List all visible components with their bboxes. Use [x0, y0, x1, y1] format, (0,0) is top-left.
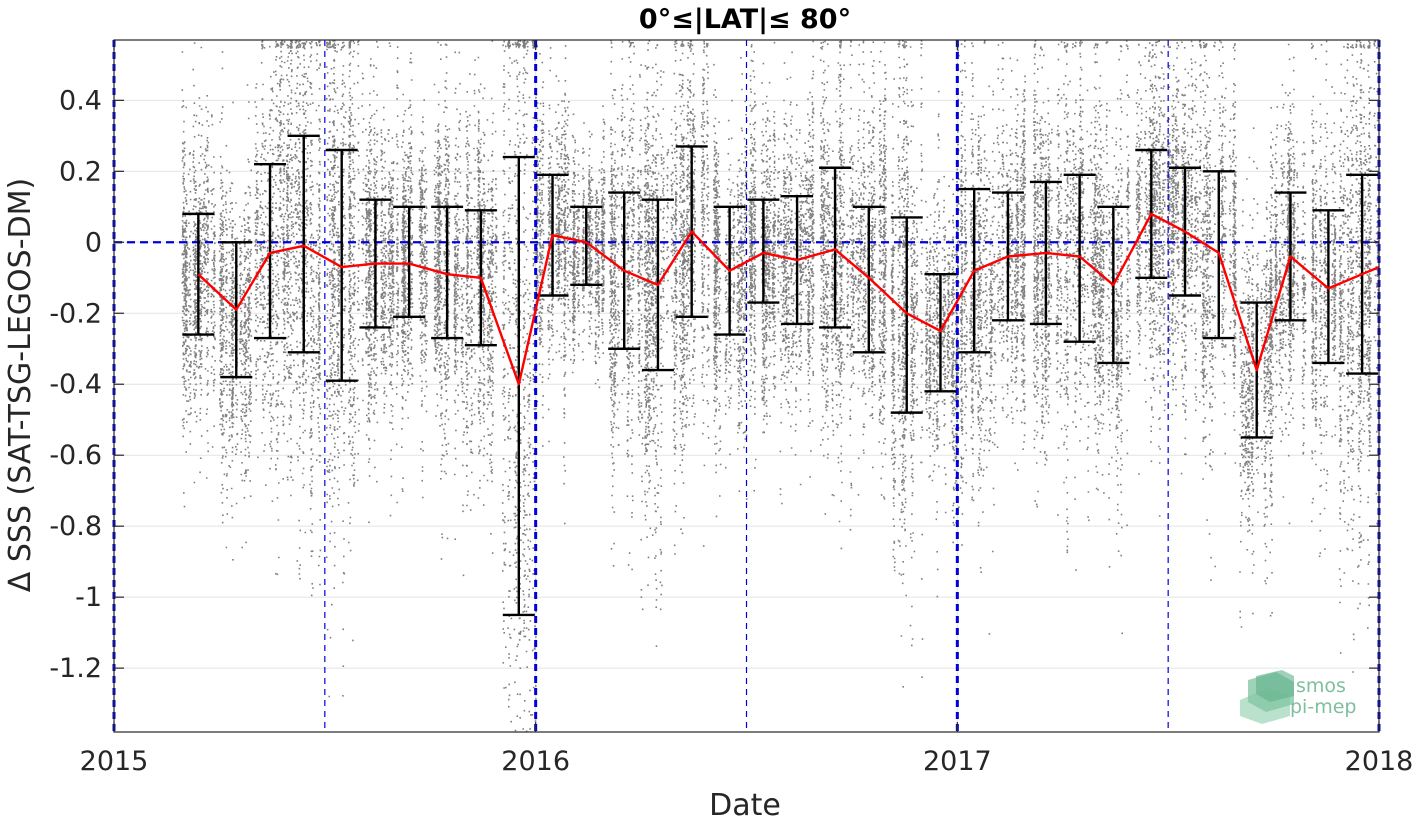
error-bar [570, 205, 603, 287]
error-bar [325, 148, 358, 382]
y-axis-label: Δ SSS (SAT-TSG-LEGOS-DM) [3, 178, 38, 592]
error-bar [819, 166, 852, 329]
x-axis-label: Date [709, 788, 781, 818]
error-bar [393, 205, 426, 318]
smos-pi-mep-logo: smos pi-mep [1240, 670, 1356, 724]
mean-line [197, 212, 1380, 386]
error-bar [254, 163, 287, 340]
x-tick-label: 2015 [80, 746, 149, 777]
x-tick-label: 2016 [501, 746, 570, 777]
y-tick-label: -0.6 [49, 440, 102, 471]
error-bar [1312, 209, 1345, 365]
y-tick-label: -0.4 [49, 369, 102, 400]
y-tick-label: 0 [85, 227, 102, 258]
error-bar [502, 155, 535, 617]
error-bar [924, 273, 957, 393]
error-bar [1063, 173, 1096, 343]
y-tick-label: -1.2 [49, 653, 102, 684]
error-bar [890, 216, 923, 414]
y-tick-label: 0.2 [59, 156, 102, 187]
x-tick-labels: 2015 2016 2017 2018 [80, 746, 1414, 777]
y-tick-label: 0.4 [59, 85, 102, 116]
y-tick-label: -0.8 [49, 511, 102, 542]
logo-line2: pi-mep [1290, 696, 1356, 718]
plot-frame [113, 39, 1380, 733]
error-bar [747, 198, 780, 304]
x-tick-label: 2018 [1345, 746, 1414, 777]
y-tick-label: -0.2 [49, 298, 102, 329]
error-bar [287, 134, 320, 354]
error-bar [431, 205, 464, 340]
x-tick-label: 2017 [923, 746, 992, 777]
error-bar [852, 205, 885, 354]
error-bars [182, 134, 1379, 617]
y-tick-label: -1 [75, 582, 102, 613]
chart-title: 0°≤|LAT|≤ 80° [639, 4, 851, 35]
logo-line1: smos [1296, 675, 1346, 697]
axis-ticks [113, 40, 1380, 732]
y-tick-labels: 0.4 0.2 0 -0.2 -0.4 -0.6 -0.8 -1 -1.2 [49, 85, 102, 684]
logo-emblem-icon [1240, 670, 1294, 724]
mean-line-path [197, 212, 1380, 386]
